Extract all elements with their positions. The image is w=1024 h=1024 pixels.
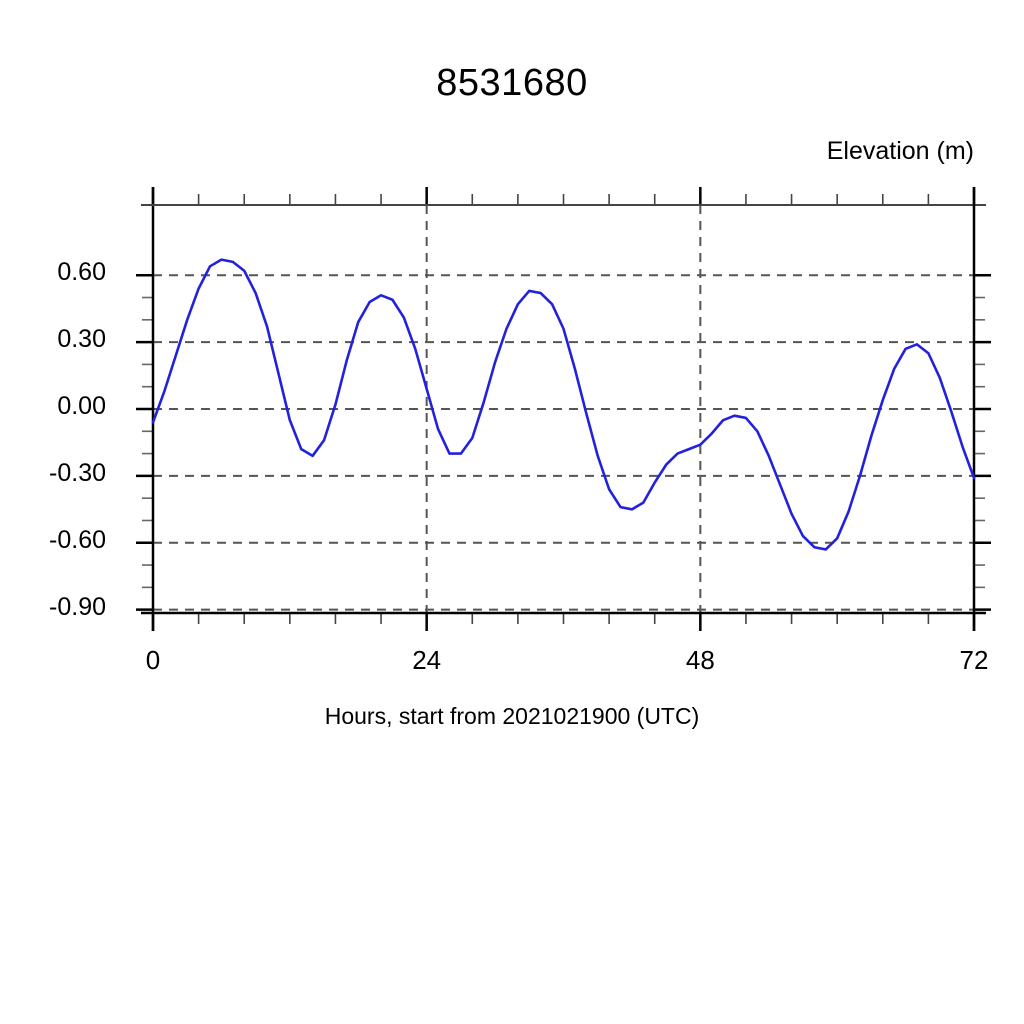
x-tick-label: 0	[145, 645, 161, 675]
y-tick-label: 0.60	[57, 258, 106, 287]
x-tick-label: 24	[412, 645, 442, 675]
x-tick-label: 48	[685, 645, 715, 675]
y-tick-label: -0.30	[49, 458, 106, 487]
x-axis-title: Hours, start from 2021021900 (UTC)	[324, 703, 700, 729]
y-tick-label: -0.90	[49, 592, 106, 621]
axis-ticks	[136, 187, 991, 631]
y-tick-label: 0.30	[57, 325, 106, 354]
y-tick-label: 0.00	[57, 392, 106, 420]
x-tick-label: 72	[959, 645, 989, 675]
gridlines	[153, 205, 974, 613]
series-line-0	[151, 258, 976, 551]
page-title: 8531680	[436, 62, 588, 104]
y-axis-unit-label: Elevation (m)	[826, 137, 974, 165]
plot-frame	[141, 187, 986, 631]
data-series	[151, 258, 976, 551]
y-tick-label: -0.60	[49, 525, 106, 554]
